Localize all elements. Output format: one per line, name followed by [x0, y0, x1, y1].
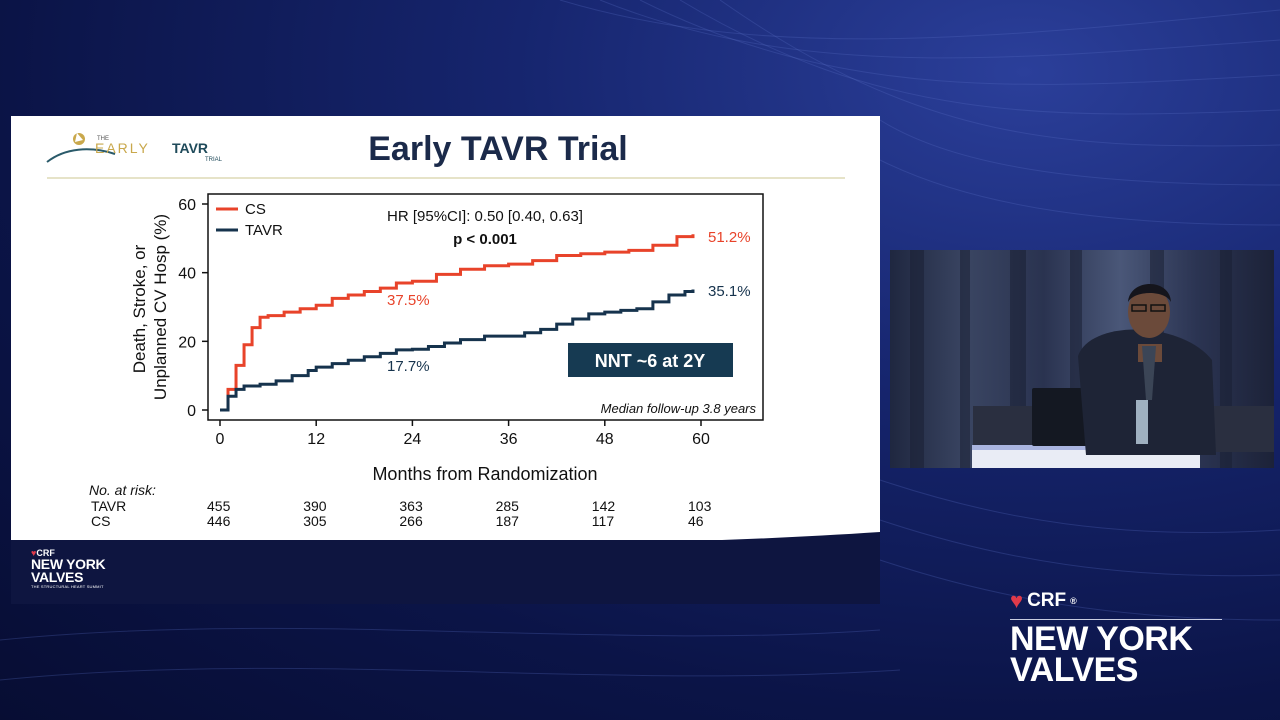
legend-label-tavr: TAVR	[245, 222, 283, 239]
slide-title: Early TAVR Trial	[368, 130, 628, 168]
slide-footer-name-line1: NEW YORK	[31, 556, 106, 572]
speaker-video-image	[910, 250, 1274, 468]
brand-crf-text: CRF	[1027, 590, 1067, 611]
risk-value: 103	[688, 498, 712, 514]
risk-value: 117	[591, 513, 615, 529]
x-tick-label: 24	[404, 431, 422, 448]
x-axis-label: Months from Randomization	[372, 464, 597, 484]
median-follow-up-text: Median follow-up 3.8 years	[601, 401, 757, 416]
slide-footer-logo: ♥CRF NEW YORK VALVES THE STRUCTURAL HEAR…	[31, 548, 106, 589]
early-tavr-trial-logo: THE EARLY TAVR TRIAL	[46, 133, 223, 163]
x-tick-label: 0	[216, 431, 225, 448]
logo-trial-text: TRIAL	[205, 157, 223, 163]
speaker-video-feed	[890, 250, 1274, 468]
p-value-annotation: p < 0.001	[453, 231, 517, 248]
y-tick-label: 40	[178, 266, 196, 283]
crf-heart-icon: ♥	[1010, 588, 1024, 613]
risk-row-cs: CS 446 305 266 187 117 46	[89, 513, 789, 529]
legend-label-cs: CS	[245, 201, 266, 218]
x-tick-label: 36	[500, 431, 518, 448]
slide-footer-crf: ♥CRF	[31, 548, 55, 558]
series-line-cs	[220, 234, 695, 412]
x-tick-label: 60	[692, 431, 710, 448]
nnt-box	[568, 343, 733, 377]
y-axis-label-line2: Unplanned CV Hosp (%)	[151, 214, 170, 400]
km-chart: 0 20 40 60 0 12 24 36 48 60 CS TAVR HR [95%CI]: …	[130, 193, 764, 484]
hr-annotation: HR [95%CI]: 0.50 [0.40, 0.63]	[387, 208, 583, 225]
risk-value: 266	[399, 513, 423, 529]
tavr-24m-label: 17.7%	[387, 358, 430, 375]
risk-value: 46	[688, 513, 704, 529]
x-tick-label: 12	[307, 431, 325, 448]
risk-row-label: TAVR	[91, 498, 127, 514]
risk-row-tavr: TAVR 455 390 363 285 142 103	[89, 498, 789, 514]
y-tick-label: 20	[178, 334, 196, 351]
new-york-valves-brand: ♥ CRF ® NEW YORK VALVES	[1010, 588, 1222, 689]
slide-footer-name-line2: VALVES	[31, 569, 84, 585]
presentation-slide: THE EARLY TAVR TRIAL Early TAVR Trial 0 2…	[11, 116, 880, 604]
risk-value: 363	[399, 498, 423, 514]
risk-value: 455	[207, 498, 231, 514]
logo-tavr-text: TAVR	[172, 140, 208, 156]
y-axis-label-line1: Death, Stroke, or	[130, 244, 149, 373]
nnt-text: NNT ~6 at 2Y	[595, 351, 706, 371]
plot-frame	[207, 193, 764, 421]
risk-value: 390	[303, 498, 327, 514]
risk-value: 305	[303, 513, 327, 529]
risk-value: 446	[207, 513, 231, 529]
cs-end-label: 51.2%	[708, 229, 751, 246]
y-tick-label: 60	[178, 197, 196, 214]
slide-footer	[11, 540, 880, 604]
brand-crf: ♥ CRF ®	[1010, 588, 1222, 614]
series-line-tavr	[220, 289, 695, 412]
cs-24m-label: 37.5%	[387, 292, 430, 309]
brand-name-line1: NEW YORK	[1010, 620, 1193, 658]
x-tick-label: 48	[596, 431, 614, 448]
risk-value: 187	[495, 513, 519, 529]
risk-table-header: No. at risk:	[89, 482, 156, 498]
tavr-end-label: 35.1%	[708, 283, 751, 300]
logo-the-text: THE	[97, 136, 109, 142]
brand-name-line2: VALVES	[1010, 651, 1139, 689]
risk-table: No. at risk: TAVR 455 390 363 285 142 103 CS 44…	[89, 482, 789, 529]
slide-footer-tagline: THE STRUCTURAL HEART SUMMIT	[31, 584, 104, 589]
title-divider	[47, 177, 845, 179]
risk-value: 142	[591, 498, 616, 514]
risk-row-label: CS	[91, 513, 111, 529]
y-tick-label: 0	[187, 403, 196, 420]
risk-value: 285	[495, 498, 519, 514]
brand-reg-mark: ®	[1070, 596, 1077, 606]
brand-divider	[1010, 619, 1222, 620]
logo-early-text: EARLY	[95, 140, 150, 156]
